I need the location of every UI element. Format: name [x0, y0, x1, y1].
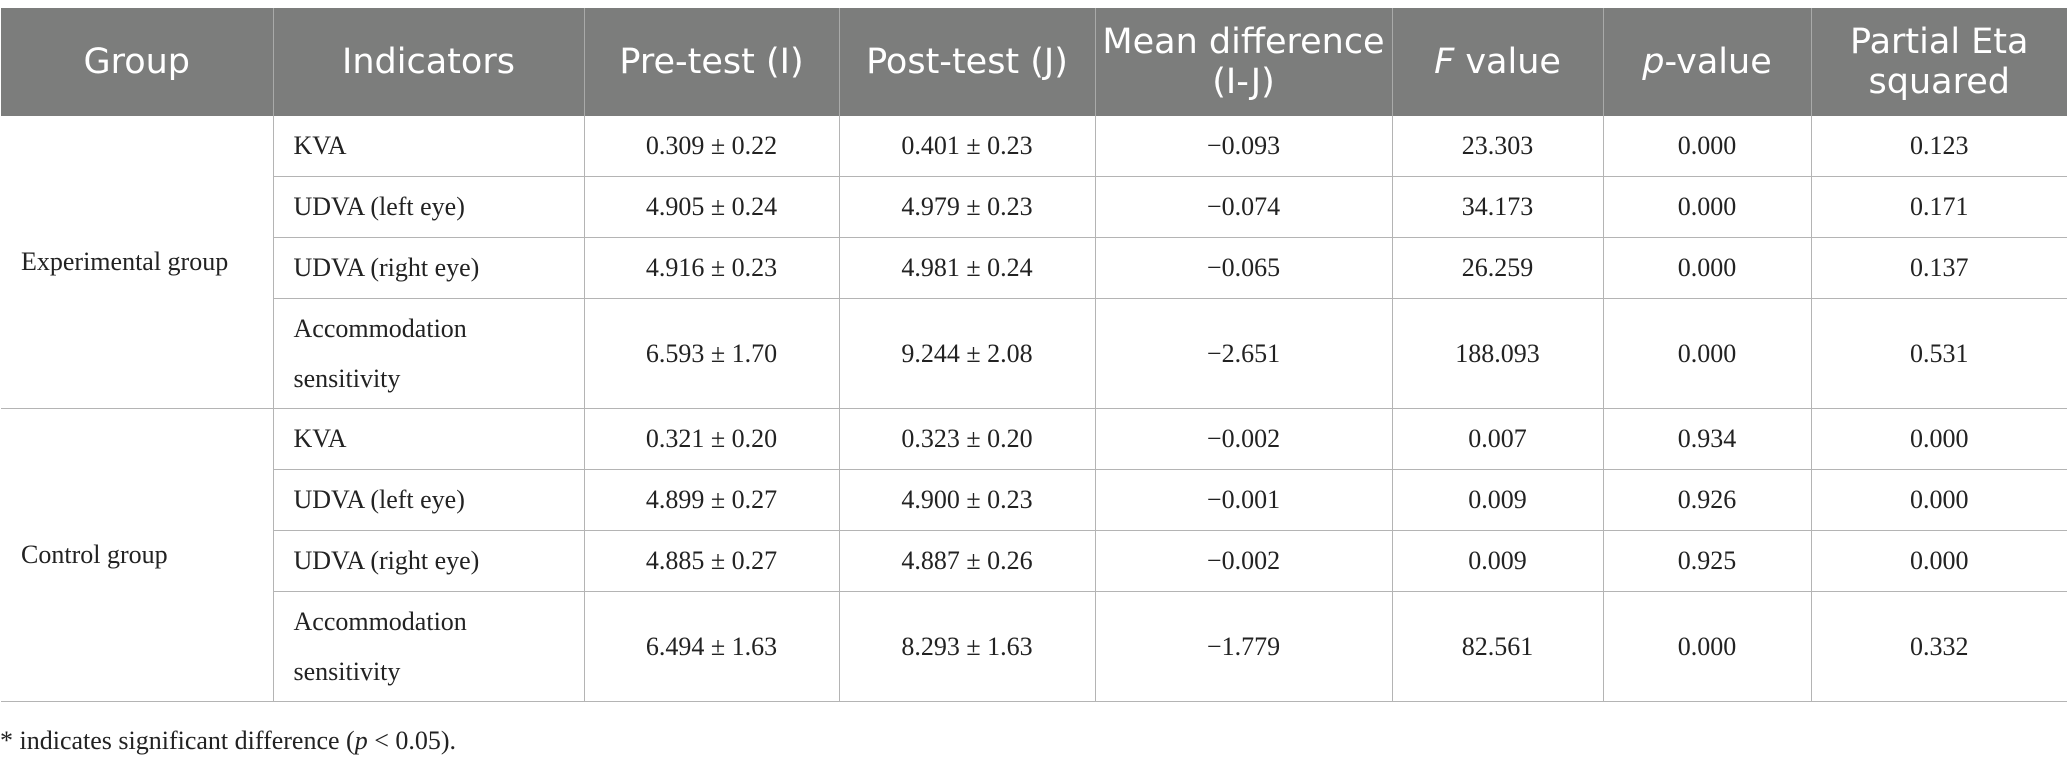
header-group: Group: [1, 8, 274, 116]
table-row: Accommodation sensitivity 6.494 ± 1.63 8…: [1, 591, 2067, 702]
results-table: Group Indicators Pre-test (I) Post-test …: [1, 8, 2067, 702]
mean-diff-cell: −2.651: [1094, 298, 1393, 409]
indicator-cell: UDVA (right eye): [273, 530, 585, 592]
indicator-cell: UDVA (left eye): [273, 176, 585, 238]
footnote-prefix: * indicates significant difference (: [0, 726, 355, 755]
header-indicators: Indicators: [273, 8, 585, 116]
table-container: Group Indicators Pre-test (I) Post-test …: [0, 8, 2068, 702]
post-test-cell: 9.244 ± 2.08: [838, 298, 1096, 409]
mean-diff-cell: −0.002: [1094, 530, 1393, 592]
post-test-cell: 4.981 ± 0.24: [838, 237, 1096, 299]
p-value-cell: 0.000: [1602, 591, 1812, 702]
eta-cell: 0.000: [1810, 408, 2067, 470]
f-value-cell: 0.009: [1391, 530, 1604, 592]
pre-test-cell: 4.905 ± 0.24: [583, 176, 840, 238]
table-row: UDVA (right eye) 4.885 ± 0.27 4.887 ± 0.…: [1, 530, 2067, 592]
p-value-cell: 0.000: [1602, 237, 1812, 299]
p-value-cell: 0.000: [1602, 176, 1812, 238]
pre-test-cell: 6.494 ± 1.63: [583, 591, 840, 702]
indicator-cell: UDVA (right eye): [273, 237, 585, 299]
pre-test-cell: 6.593 ± 1.70: [583, 298, 840, 409]
p-value-cell: 0.925: [1602, 530, 1812, 592]
header-f-value: F value: [1392, 8, 1604, 116]
table-row: UDVA (left eye) 4.899 ± 0.27 4.900 ± 0.2…: [1, 469, 2067, 531]
mean-diff-cell: −0.074: [1094, 176, 1393, 238]
mean-diff-cell: −0.001: [1094, 469, 1393, 531]
eta-cell: 0.123: [1810, 116, 2067, 177]
p-value-cell: 0.000: [1602, 116, 1812, 177]
table-row: Experimental group KVA 0.309 ± 0.22 0.40…: [1, 116, 2067, 409]
mean-diff-cell: −1.779: [1094, 591, 1393, 702]
header-f-rest: value: [1454, 42, 1561, 82]
pre-test-cell: 4.899 ± 0.27: [583, 469, 840, 531]
header-f-italic: F: [1434, 42, 1455, 82]
post-test-cell: 0.401 ± 0.23: [838, 116, 1096, 177]
mean-diff-cell: −0.093: [1094, 116, 1393, 177]
f-value-cell: 0.009: [1391, 469, 1604, 531]
mean-diff-cell: −0.065: [1094, 237, 1393, 299]
table-row: UDVA (left eye) 4.905 ± 0.24 4.979 ± 0.2…: [1, 176, 2067, 238]
eta-cell: 0.137: [1810, 237, 2067, 299]
f-value-cell: 188.093: [1391, 298, 1604, 409]
p-value-cell: 0.926: [1602, 469, 1812, 531]
header-row: Group Indicators Pre-test (I) Post-test …: [1, 8, 2067, 116]
header-partial-eta: Partial Eta squared: [1811, 8, 2067, 116]
post-test-cell: 4.887 ± 0.26: [838, 530, 1096, 592]
indicator-cell: KVA: [272, 408, 585, 470]
header-pre-test: Pre-test (I): [584, 8, 840, 116]
pre-test-cell: 0.309 ± 0.22: [583, 116, 840, 177]
post-test-cell: 0.323 ± 0.20: [838, 408, 1096, 470]
eta-cell: 0.171: [1810, 176, 2067, 238]
f-value-cell: 23.303: [1391, 116, 1604, 177]
eta-cell: 0.000: [1810, 469, 2067, 531]
f-value-cell: 34.173: [1391, 176, 1604, 238]
f-value-cell: 0.007: [1391, 408, 1604, 470]
indicator-cell: Accommodation sensitivity: [273, 591, 585, 702]
header-mean-difference: Mean difference (I-J): [1095, 8, 1393, 116]
indicator-cell: UDVA (left eye): [273, 469, 585, 531]
indicator-cell: KVA: [272, 116, 585, 177]
f-value-cell: 26.259: [1391, 237, 1604, 299]
post-test-cell: 8.293 ± 1.63: [838, 591, 1096, 702]
mean-diff-cell: −0.002: [1094, 408, 1393, 470]
table-row: Accommodation sensitivity 6.593 ± 1.70 9…: [1, 298, 2067, 409]
pre-test-cell: 4.916 ± 0.23: [583, 237, 840, 299]
header-post-test: Post-test (J): [839, 8, 1096, 116]
table-row: Control group KVA 0.321 ± 0.20 0.323 ± 0…: [1, 408, 2067, 702]
post-test-cell: 4.900 ± 0.23: [838, 469, 1096, 531]
header-p-value: p-value: [1603, 8, 1812, 116]
pre-test-cell: 0.321 ± 0.20: [583, 408, 840, 470]
p-value-cell: 0.000: [1602, 298, 1812, 409]
footnote-p-italic: p: [354, 726, 368, 755]
header-p-italic: p: [1642, 42, 1665, 82]
f-value-cell: 82.561: [1391, 591, 1604, 702]
p-value-cell: 0.934: [1602, 408, 1812, 470]
eta-cell: 0.531: [1810, 298, 2067, 409]
table-row: UDVA (right eye) 4.916 ± 0.23 4.981 ± 0.…: [1, 237, 2067, 299]
table-footnote: * indicates significant difference (p < …: [0, 726, 456, 756]
pre-test-cell: 4.885 ± 0.27: [583, 530, 840, 592]
post-test-cell: 4.979 ± 0.23: [838, 176, 1096, 238]
indicator-cell: Accommodation sensitivity: [273, 298, 585, 409]
header-p-rest: -value: [1664, 42, 1772, 82]
footnote-suffix: < 0.05).: [367, 726, 457, 755]
group-name: Experimental group: [1, 116, 274, 409]
group-name: Control group: [1, 408, 274, 702]
eta-cell: 0.000: [1810, 530, 2067, 592]
eta-cell: 0.332: [1810, 591, 2067, 702]
